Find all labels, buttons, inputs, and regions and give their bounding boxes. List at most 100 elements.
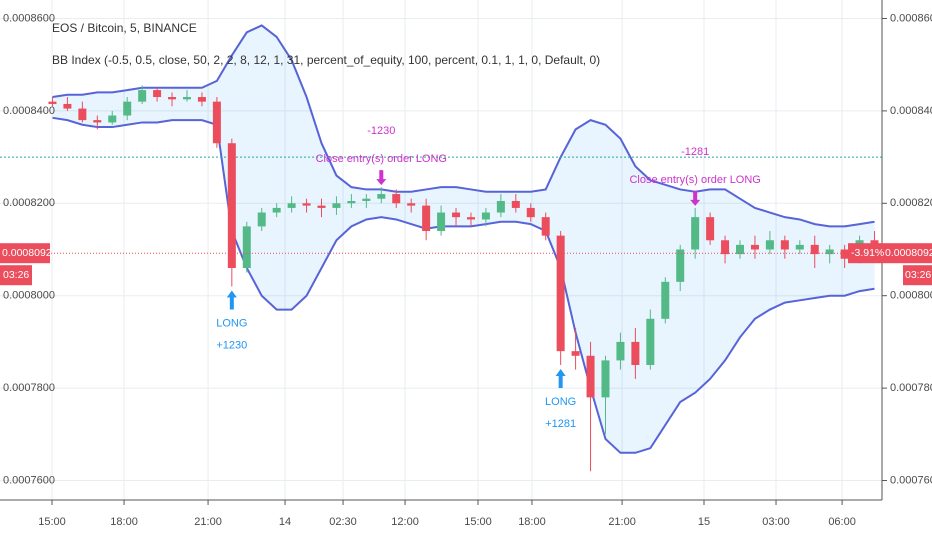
candle-body <box>182 97 191 100</box>
indicator-label: BB Index (-0.5, 0.5, close, 50, 2, 2, 8,… <box>52 53 600 67</box>
entry-arrow <box>555 369 566 389</box>
candle-body <box>556 235 565 352</box>
candle-body <box>212 101 221 144</box>
candle-body <box>108 115 117 123</box>
candle-body <box>706 217 715 241</box>
candle-body <box>227 143 236 268</box>
y-tick-label: 0.0008600 <box>890 12 932 24</box>
price-badge <box>0 243 50 264</box>
candle-body <box>153 90 162 98</box>
band-fill <box>52 25 875 453</box>
candle-body <box>736 244 745 255</box>
candle-body <box>511 200 520 208</box>
candle-body <box>287 203 296 208</box>
entry-label: LONG <box>545 396 576 408</box>
countdown-label: 03:26 <box>905 269 931 281</box>
y-tick-label: 0.0008600 <box>3 12 55 24</box>
y-tick-label: 0.0008400 <box>890 105 932 117</box>
candle-body <box>437 212 446 232</box>
plot: LONG +1230 LONG +1281 Close entry(s) order L… <box>0 24 882 472</box>
y-tick-label: 0.0008000 <box>890 290 932 302</box>
upper-band <box>52 24 875 228</box>
candle-body <box>138 90 147 102</box>
candle-body <box>48 101 57 104</box>
y-tick-label: 0.0007600 <box>890 474 932 486</box>
entry-label: LONG <box>216 317 247 329</box>
candle-body <box>466 217 475 220</box>
candle-body <box>78 108 87 121</box>
candle-body <box>123 101 132 116</box>
candle-body <box>377 194 386 199</box>
candle-body <box>496 200 505 213</box>
y-tick-label: 0.0007800 <box>3 382 55 394</box>
y-tick-label: 0.0008200 <box>3 197 55 209</box>
candle-body <box>750 244 759 250</box>
chart-title: EOS / Bitcoin, 5, BINANCE <box>52 21 197 35</box>
countdown-badge <box>903 265 932 286</box>
candle-body <box>197 97 206 102</box>
x-tick-label: 02:30 <box>329 516 357 528</box>
candle-body <box>840 249 849 259</box>
x-tick-label: 21:00 <box>608 516 636 528</box>
x-tick-label: 15 <box>698 516 710 528</box>
candle-body <box>810 244 819 255</box>
x-tick-label: 15:00 <box>38 516 66 528</box>
y-tick-label: 0.0008400 <box>3 105 55 117</box>
candle-body <box>631 341 640 366</box>
candle-body <box>765 240 774 250</box>
candle-body <box>586 355 595 398</box>
exit-label: Close entry(s) order LONG <box>316 153 447 165</box>
x-tick-label: 15:00 <box>464 516 492 528</box>
candle-body <box>541 217 550 236</box>
candle-body <box>452 212 461 218</box>
candle-body <box>63 103 72 109</box>
countdown-badge <box>0 265 32 286</box>
y-tick-label: 0.0007800 <box>890 382 932 394</box>
candle-body <box>242 226 251 268</box>
candle-body <box>616 341 625 361</box>
candle-body <box>317 205 326 208</box>
x-tick-label: 18:00 <box>518 516 546 528</box>
x-tick-label: 18:00 <box>110 516 138 528</box>
y-tick-label: 0.0007600 <box>3 474 55 486</box>
x-tick-label: 06:00 <box>828 516 856 528</box>
price-badge-label: 0.0008092 <box>885 247 932 259</box>
axes: 0.0007600 0.0007600 0.0007800 0.0007800 0.00… <box>0 12 932 528</box>
grid <box>0 0 882 500</box>
candle-body <box>168 97 177 100</box>
candle-body <box>780 240 789 250</box>
candle-body <box>407 203 416 206</box>
candle-body <box>825 249 834 255</box>
price-badge-label: 0.0008092 <box>2 247 52 259</box>
entry-qty: +1281 <box>545 418 576 430</box>
candle-body <box>93 120 102 123</box>
candle-body <box>646 318 655 366</box>
x-tick-label: 12:00 <box>391 516 419 528</box>
candle-body <box>422 205 431 232</box>
exit-arrow <box>690 190 701 206</box>
x-tick-label: 21:00 <box>194 516 222 528</box>
candle-body <box>795 244 804 250</box>
change-badge <box>848 243 932 264</box>
candle-body <box>302 203 311 206</box>
candle-body <box>526 207 535 218</box>
candle-body <box>481 212 490 220</box>
x-tick-label: 03:00 <box>762 516 790 528</box>
candle-body <box>601 360 610 398</box>
candle-body <box>347 200 356 204</box>
candle-body <box>272 207 281 213</box>
exit-qty: -1230 <box>367 125 395 137</box>
candle-body <box>721 240 730 255</box>
lower-band <box>52 116 875 454</box>
y-tick-label: 0.0008200 <box>890 197 932 209</box>
candle-body <box>676 249 685 282</box>
change-label: -3.91% <box>851 247 884 259</box>
y-tick-label: 0.0008000 <box>3 290 55 302</box>
candle-body <box>362 198 371 201</box>
candle-body <box>257 212 266 227</box>
exit-qty: -1281 <box>681 146 709 158</box>
entry-arrow <box>226 290 237 310</box>
candle-body <box>571 351 580 356</box>
